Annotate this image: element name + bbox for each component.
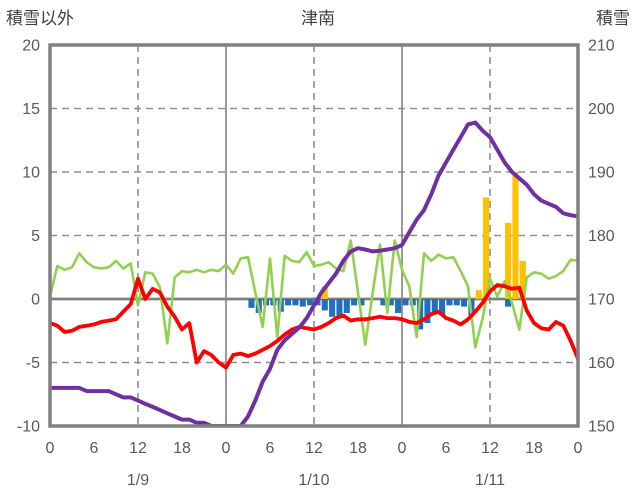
orange-bars [321,172,526,299]
svg-text:-5: -5 [26,355,40,372]
left-axis-ticks: 20 15 10 5 0 -5 -10 [17,38,40,436]
svg-text:0: 0 [574,440,583,457]
svg-text:18: 18 [349,440,367,457]
svg-text:170: 170 [588,292,615,309]
svg-text:150: 150 [588,419,615,436]
svg-text:1/10: 1/10 [298,472,329,489]
purple-snow-line [50,120,578,426]
svg-text:12: 12 [481,440,499,457]
svg-text:200: 200 [588,101,615,118]
svg-text:-10: -10 [17,419,40,436]
svg-text:210: 210 [588,38,615,55]
svg-text:180: 180 [588,228,615,245]
svg-text:12: 12 [305,440,323,457]
svg-text:0: 0 [398,440,407,457]
green-line [50,239,578,349]
x-axis-hour-ticks: 0 6 12 18 0 6 12 18 0 6 12 18 0 [46,440,583,457]
svg-text:0: 0 [31,292,40,309]
svg-text:15: 15 [22,101,40,118]
plot-border [48,43,580,428]
svg-text:12: 12 [129,440,147,457]
svg-text:18: 18 [525,440,543,457]
svg-text:0: 0 [46,440,55,457]
svg-text:6: 6 [266,440,275,457]
right-axis-title: 積雪 [596,9,630,28]
svg-text:0: 0 [222,440,231,457]
svg-text:18: 18 [173,440,191,457]
gridlines [50,45,578,426]
svg-text:6: 6 [90,440,99,457]
series-group [50,120,578,426]
chart-title: 津南 [301,9,335,28]
svg-text:6: 6 [442,440,451,457]
svg-text:10: 10 [22,165,40,182]
svg-text:20: 20 [22,38,40,55]
svg-text:1/9: 1/9 [127,472,149,489]
red-line [50,276,578,370]
svg-text:1/11: 1/11 [475,472,505,489]
svg-text:190: 190 [588,165,615,182]
svg-text:160: 160 [588,355,615,372]
svg-text:5: 5 [31,228,40,245]
left-axis-title: 積雪以外 [6,9,74,28]
right-axis-ticks: 210 200 190 180 170 160 150 [588,38,615,436]
x-axis-day-labels: 1/9 1/10 1/11 [127,472,505,489]
